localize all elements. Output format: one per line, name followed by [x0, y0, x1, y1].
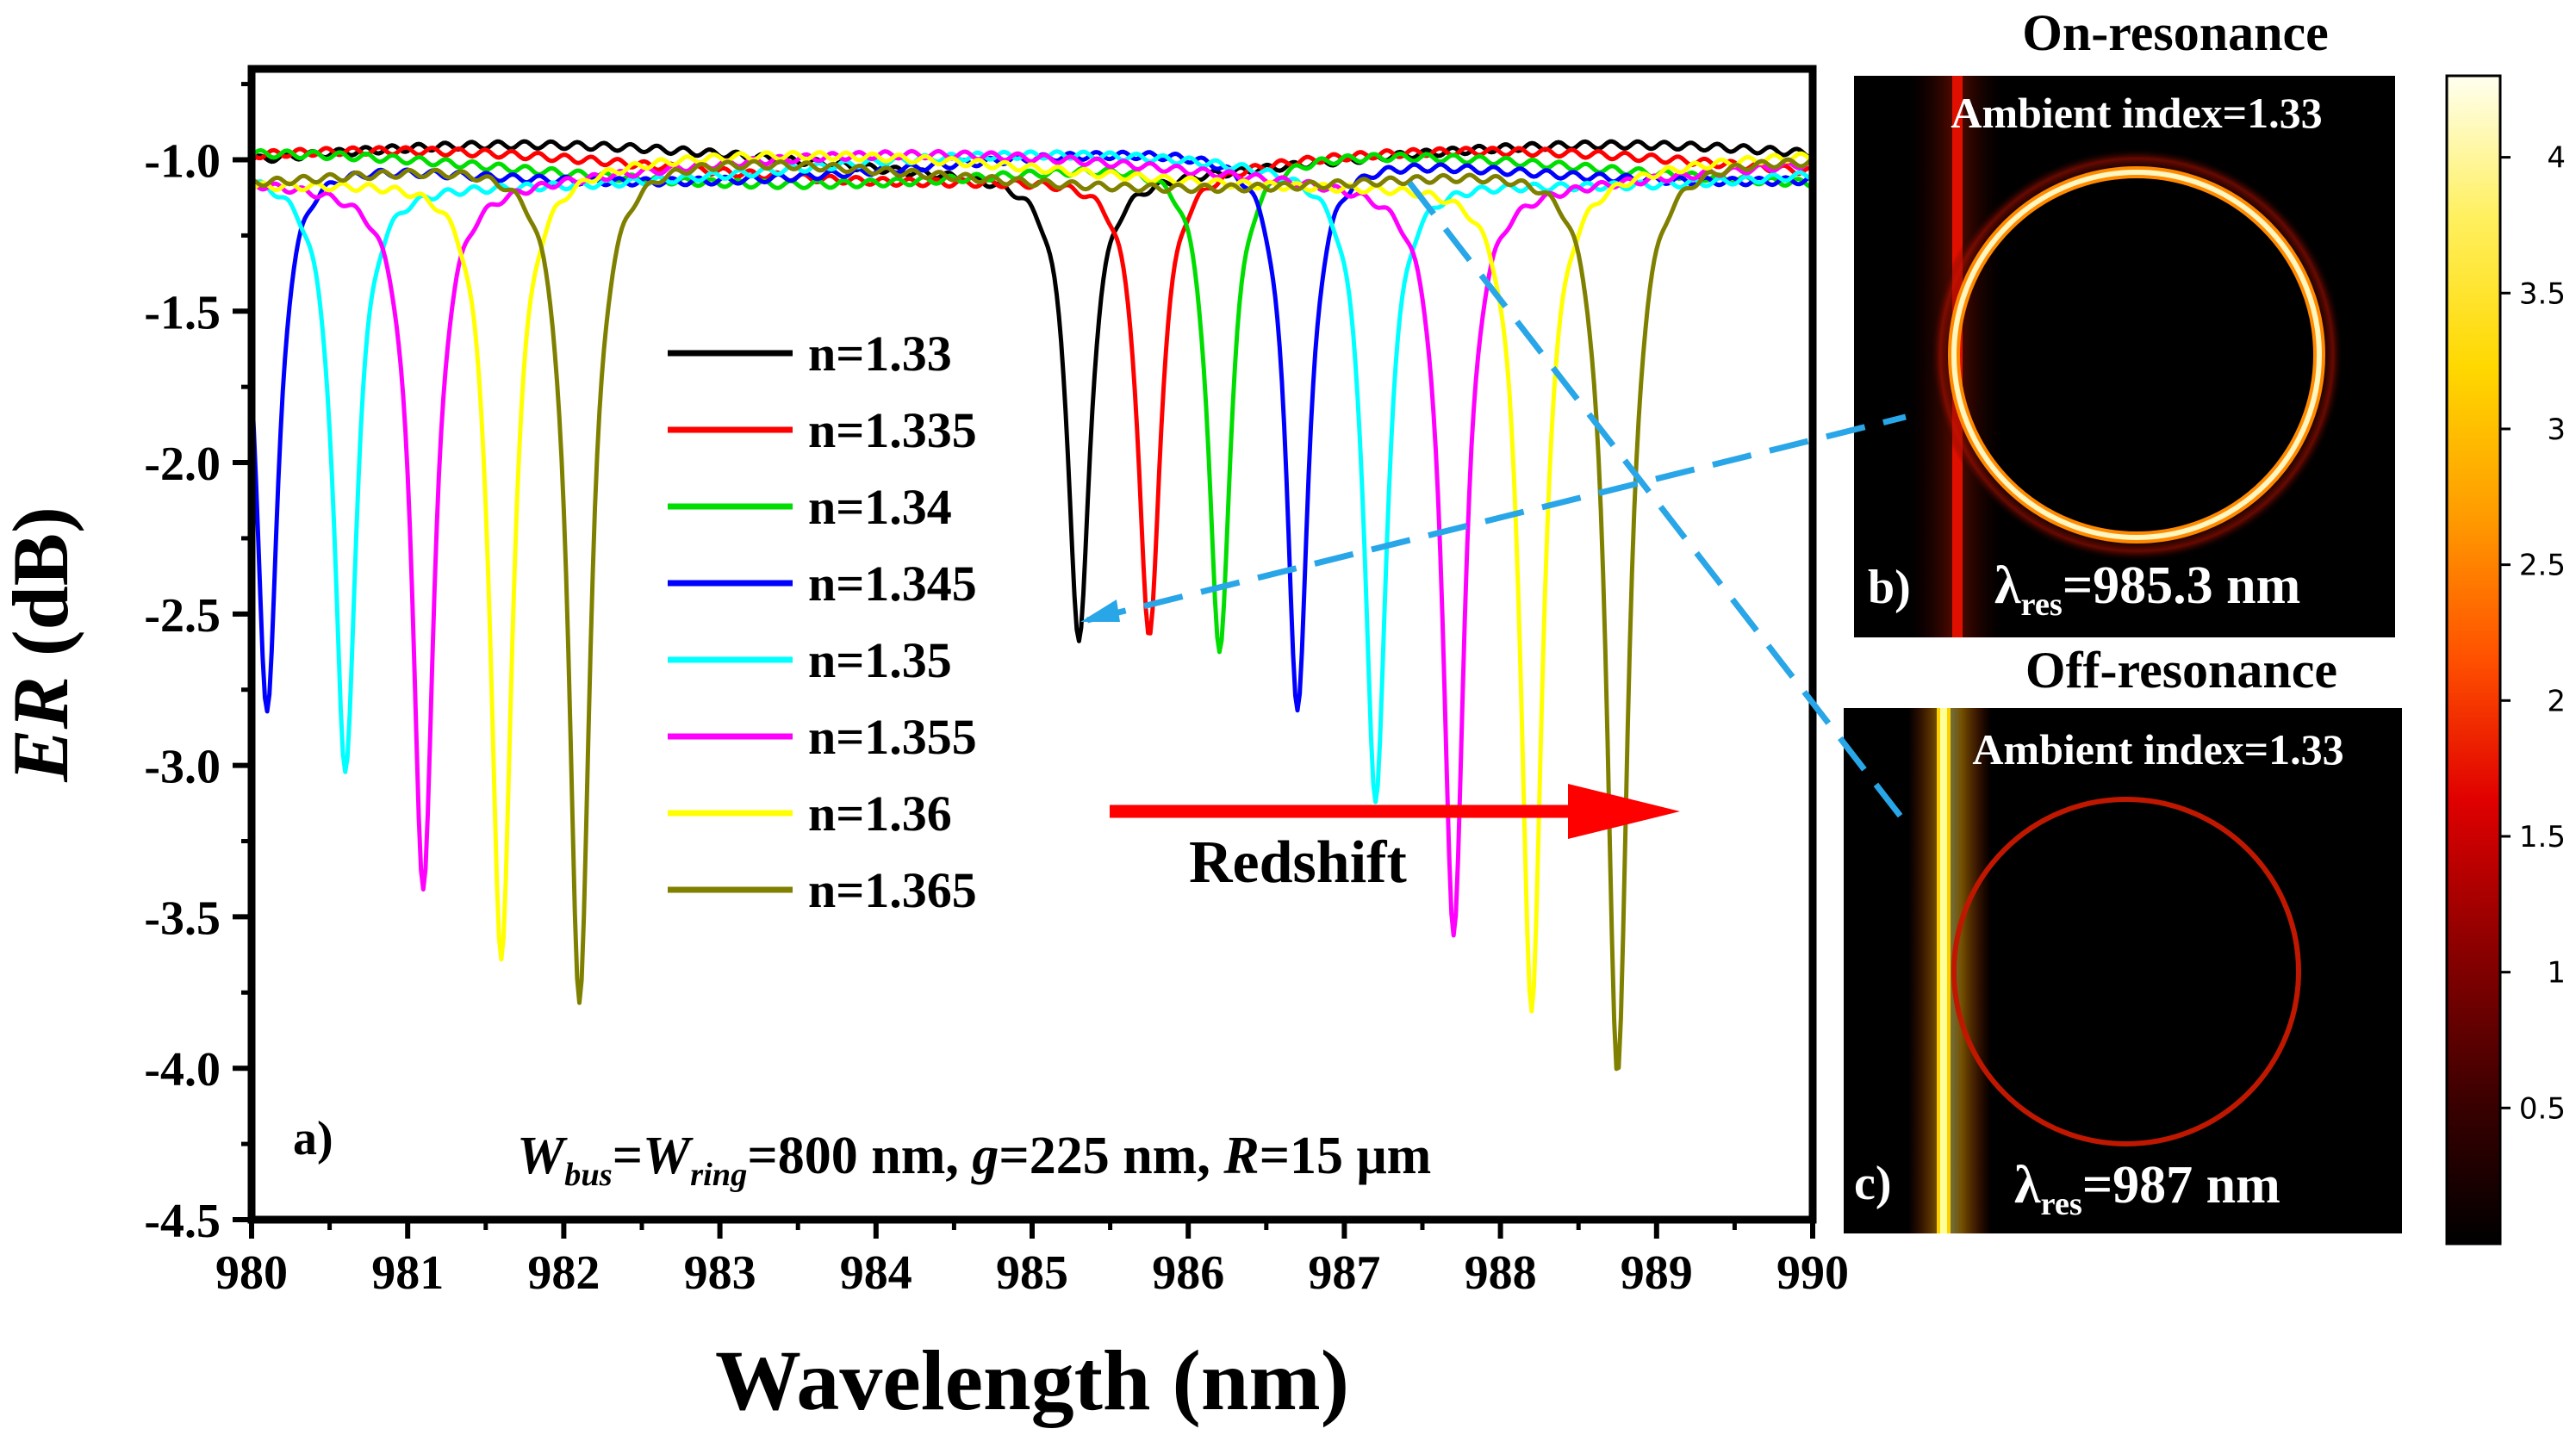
colorbar: [2445, 74, 2502, 1246]
colorbar-tick-label: 0.5: [2519, 1091, 2566, 1126]
legend-label: n=1.345: [808, 556, 977, 612]
x-tick-label: 983: [684, 1246, 756, 1300]
series-line-7: [250, 150, 1814, 1014]
y-tick-label: -1.0: [144, 134, 221, 188]
series-line-3: [250, 147, 1814, 655]
legend-label: n=1.34: [808, 479, 952, 535]
x-tick-label: 985: [996, 1246, 1068, 1300]
series-line-1: [250, 139, 1814, 643]
x-tick-label: 990: [1776, 1246, 1849, 1300]
legend-label: n=1.35: [808, 632, 952, 688]
x-tick-label: 984: [840, 1246, 912, 1300]
y-tick-label: -3.5: [144, 891, 221, 945]
colorbar-tick-label: 3: [2547, 413, 2566, 447]
redshift-label: Redshift: [1189, 829, 1407, 896]
y-tick-label: -2.0: [144, 438, 221, 491]
panel-b-ring-core: [1951, 170, 2322, 540]
panel-c-ambient: Ambient index=1.33: [1972, 725, 2343, 773]
legend: n=1.33 n=1.335 n=1.34 n=1.345 n=1.35 n=1.355 n…: [668, 326, 977, 918]
panel-b-lambda: λres=985.3 nm: [1994, 556, 2300, 623]
y-tick-label: -4.0: [144, 1043, 221, 1096]
er-plot: [249, 139, 1814, 1072]
series-line-8: [251, 157, 1814, 1072]
legend-label: n=1.365: [808, 862, 977, 918]
panel-b-heatmap: [1854, 76, 2395, 637]
panel-b-label: b): [1868, 561, 1911, 614]
panel-c-ring: [1951, 797, 2301, 1146]
colorbar-tick-label: 2.5: [2519, 549, 2566, 583]
x-tick-label: 981: [371, 1246, 444, 1300]
panel-c-heatmap: [1844, 708, 2402, 1233]
legend-label: n=1.355: [808, 709, 977, 765]
y-tick-label: -1.5: [144, 286, 221, 339]
colorbar-tick-label: 1: [2547, 956, 2566, 991]
panel-a-label: a): [293, 1112, 333, 1165]
x-tick-label: 989: [1621, 1246, 1693, 1300]
x-tick-label: 980: [215, 1246, 288, 1300]
colorbar-tick-label: 4: [2547, 141, 2566, 176]
y-tick-label: -3.0: [144, 741, 221, 794]
legend-label: n=1.36: [808, 786, 952, 842]
x-axis-label: Wavelength (nm): [715, 1332, 1349, 1428]
colorbar-tick-label: 1.5: [2519, 820, 2566, 854]
colorbar-ticks: 0.5 1 1.5 2 2.5 3 3.5 4: [2500, 141, 2566, 1126]
colorbar-tick-label: 3.5: [2519, 276, 2566, 311]
legend-label: n=1.335: [808, 402, 977, 458]
y-tick-label: -4.5: [144, 1195, 221, 1248]
y-tick-label: -2.5: [144, 589, 221, 643]
redshift-arrow-head: [1568, 784, 1680, 839]
panel-b-ring-glow: [1930, 148, 2343, 562]
series-line-6: [250, 148, 1814, 938]
device-params: Wbus=Wring=800 nm, g=225 nm, R=15 μm: [517, 1127, 1431, 1193]
panel-b-title: On-resonance: [2022, 4, 2329, 61]
x-tick-label: 986: [1152, 1246, 1224, 1300]
panel-c-lambda: λres=987 nm: [2014, 1156, 2280, 1222]
connector-arrowhead: [1080, 599, 1120, 622]
connector-dip-to-b: [1086, 413, 1907, 624]
panel-c-label: c): [1854, 1157, 1892, 1210]
legend-label: n=1.33: [808, 326, 952, 382]
x-tick-label: 982: [527, 1246, 600, 1300]
panel-b-ambient: Ambient index=1.33: [1951, 89, 2322, 137]
axes: 980 981 982 983 984 985 986 987 988 989 990 -1.0 -1.…: [144, 82, 1849, 1300]
x-tick-label: 988: [1465, 1246, 1537, 1300]
colorbar-tick-label: 2: [2547, 684, 2566, 718]
x-tick-label: 987: [1308, 1246, 1380, 1300]
panel-c-title: Off-resonance: [2025, 642, 2337, 699]
y-axis-label: ER (dB): [0, 506, 84, 783]
connector-c-to-curve: [1407, 180, 1910, 828]
panel-c-bus-core: [1940, 708, 1947, 1233]
